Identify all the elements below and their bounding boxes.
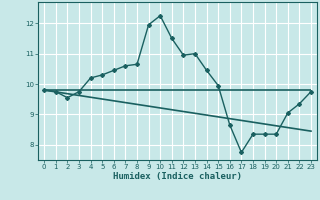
- X-axis label: Humidex (Indice chaleur): Humidex (Indice chaleur): [113, 172, 242, 181]
